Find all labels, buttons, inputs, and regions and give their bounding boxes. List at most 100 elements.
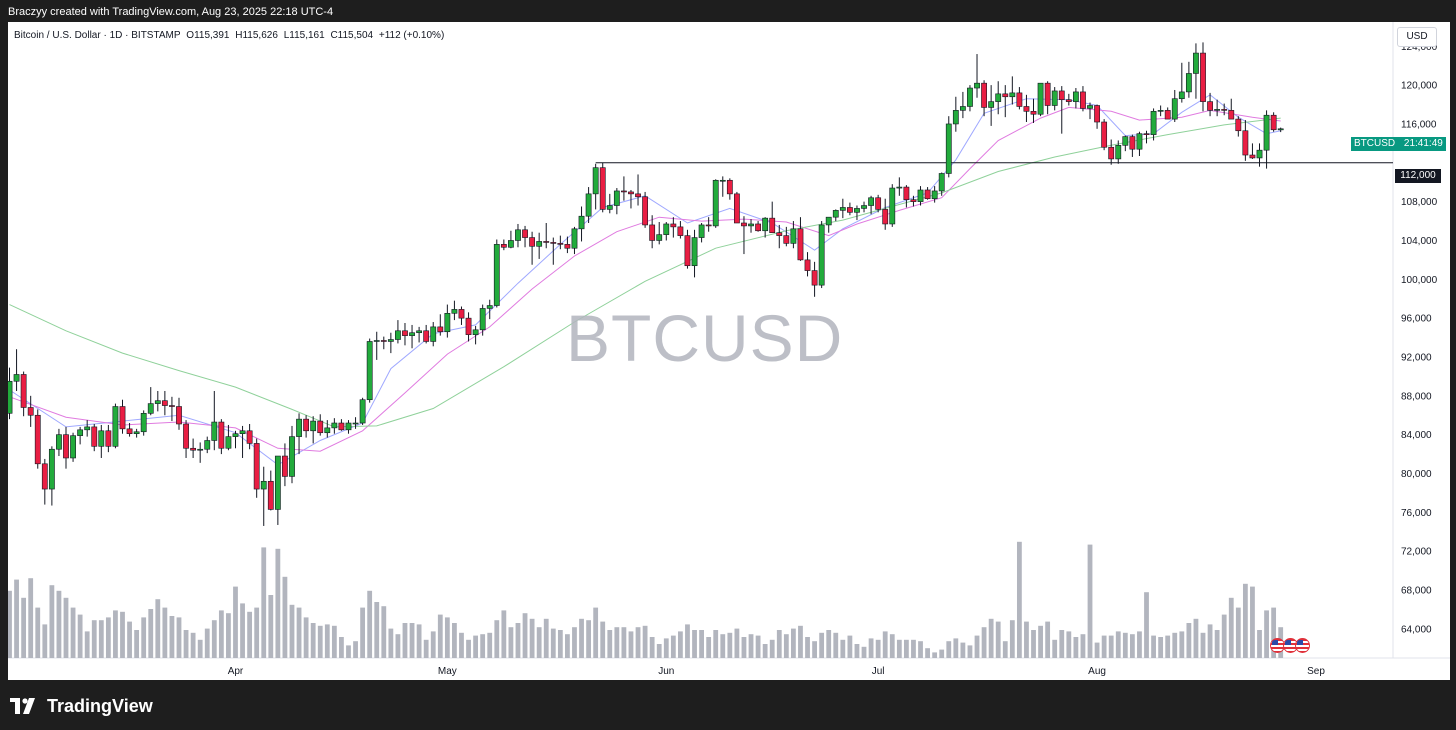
candle-body <box>811 270 818 286</box>
candle-body <box>832 210 839 218</box>
candle-body <box>169 405 175 407</box>
volume-bar <box>113 610 118 658</box>
price-chart[interactable]: 64,000 68,000 72,000 76,000 80,000 84,000 88,0… <box>8 22 1450 680</box>
volume-bar <box>1158 637 1164 658</box>
volume-bar <box>1101 635 1107 658</box>
candle-body <box>882 209 889 225</box>
candle-body <box>126 428 133 435</box>
volume-bar <box>1122 632 1128 658</box>
candle-body <box>734 193 740 224</box>
candle-body <box>486 305 493 309</box>
candle-body <box>289 436 295 477</box>
volume-bar <box>452 623 457 658</box>
candle-body <box>359 399 366 424</box>
candle-body <box>63 434 69 459</box>
candle-body <box>204 440 211 450</box>
y-tick-label: 120,000 <box>1401 81 1438 92</box>
y-tick-label: 116,000 <box>1401 119 1437 130</box>
volume-bar <box>812 641 817 658</box>
candle-body <box>1094 105 1100 123</box>
volume-bar <box>685 624 690 658</box>
candle-body <box>1249 154 1256 159</box>
x-tick-label: Sep <box>1307 666 1325 677</box>
volume-bar <box>557 630 563 658</box>
volume-bar <box>621 627 627 658</box>
candle-body <box>1207 101 1213 111</box>
candle-body <box>839 207 846 211</box>
candle-body <box>1101 121 1108 148</box>
candle-body <box>239 430 246 435</box>
moving-average-line <box>9 117 1281 428</box>
candle-body <box>105 430 112 447</box>
candle-body <box>875 197 882 210</box>
candle-body <box>599 167 606 210</box>
candle-body <box>974 82 980 89</box>
volume-bar <box>197 639 203 658</box>
candle-body <box>119 406 126 430</box>
us-flag-event-icon[interactable] <box>1283 638 1298 653</box>
volume-bar <box>120 611 125 658</box>
candle-body <box>267 480 274 510</box>
volume-bar <box>148 609 154 658</box>
volume-bar <box>1151 635 1156 658</box>
candle-body <box>1157 110 1164 112</box>
candle-body <box>550 242 557 244</box>
candle-body <box>854 208 860 213</box>
candle-body <box>628 191 634 195</box>
currency-button[interactable]: USD <box>1397 27 1437 47</box>
volume-bar <box>769 639 775 658</box>
candle-body <box>995 93 1002 102</box>
candle-body <box>1235 118 1242 132</box>
symbol-watermark: BTCUSD <box>566 301 844 375</box>
volume-bar <box>607 630 613 658</box>
volume-bar <box>529 618 535 658</box>
candle-body <box>218 421 225 449</box>
candle-body <box>176 406 182 425</box>
volume-bar <box>261 547 267 658</box>
candle-body <box>818 224 825 286</box>
volume-bar <box>14 579 19 658</box>
volume-bar <box>1186 623 1192 658</box>
volume-bar <box>713 630 719 658</box>
candle-body <box>564 244 571 249</box>
candle-body <box>296 418 302 437</box>
candle-body <box>211 421 218 441</box>
volume-bar <box>776 630 782 658</box>
volume-bar <box>381 606 387 658</box>
legend-symbol: Bitcoin / U.S. Dollar · 1D · BITSTAMP <box>14 30 181 41</box>
candle-body <box>479 308 486 331</box>
candle-body <box>1002 93 1009 98</box>
candle-body <box>402 330 408 336</box>
candle-body <box>649 224 656 241</box>
candle-body <box>1037 82 1044 115</box>
candle-body <box>395 330 401 340</box>
candle-body <box>797 228 804 261</box>
volume-bar <box>663 638 669 658</box>
volume-bar <box>896 639 902 658</box>
volume-bar <box>480 634 486 658</box>
candle-body <box>889 187 896 225</box>
candle-body <box>1023 106 1030 112</box>
candle-body <box>1150 111 1157 135</box>
candle-body <box>472 329 479 335</box>
candle-body <box>1108 146 1115 160</box>
volume-bar <box>127 621 132 658</box>
candle-body <box>56 434 62 450</box>
legend-low: L115,161 <box>283 30 325 41</box>
volume-bar <box>635 627 641 658</box>
volume-bar <box>988 618 994 658</box>
volume-bar <box>755 635 761 658</box>
candle-body <box>8 380 13 414</box>
volume-bar <box>1207 624 1213 658</box>
volume-bar <box>501 610 507 658</box>
volume-bar <box>593 607 599 658</box>
candle-body <box>84 426 91 431</box>
volume-bar <box>692 630 697 658</box>
candle-body <box>868 197 874 206</box>
volume-bar <box>388 628 394 658</box>
volume-bar <box>1214 630 1220 658</box>
us-flag-event-icon[interactable] <box>1295 638 1310 653</box>
candle-body <box>592 167 599 195</box>
volume-bar <box>240 603 245 658</box>
chart-area[interactable]: 64,000 68,000 72,000 76,000 80,000 84,000 88,0… <box>8 22 1450 680</box>
